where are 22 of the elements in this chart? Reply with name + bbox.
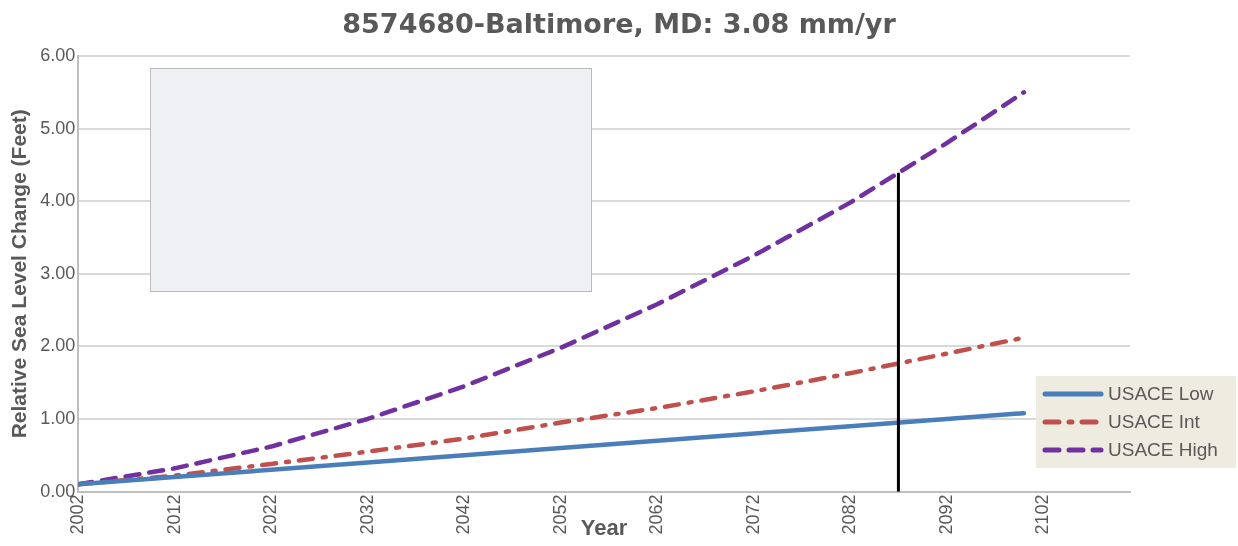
x-axis-title: Year xyxy=(580,514,628,540)
x-tick-label: 2102 xyxy=(1032,494,1053,535)
y-tick-label: 1.00 xyxy=(40,407,76,428)
legend-label: USACE Low xyxy=(1108,383,1214,405)
legend-label: USACE Int xyxy=(1108,411,1200,433)
x-tick-label: 2012 xyxy=(163,494,184,535)
y-tick-label: 2.00 xyxy=(40,335,76,356)
y-tick-label: 4.00 xyxy=(40,190,76,211)
y-axis-title: Relative Sea Level Change (Feet) xyxy=(7,109,31,439)
x-tick-label: 2052 xyxy=(549,494,570,535)
x-tick-label: 2092 xyxy=(935,494,956,535)
y-tick-label: 3.00 xyxy=(40,262,76,283)
x-tick-label: 2032 xyxy=(356,494,377,535)
x-tick-label: 2022 xyxy=(260,494,281,535)
x-tick-label: 2082 xyxy=(839,494,860,535)
legend-label: USACE High xyxy=(1108,439,1218,461)
x-tick-label: 2042 xyxy=(453,494,474,535)
x-tick-label: 2072 xyxy=(742,494,763,535)
y-tick-label: 5.00 xyxy=(40,117,76,138)
chart-title: 8574680-Baltimore, MD: 3.08 mm/yr xyxy=(341,8,897,39)
y-tick-label: 6.00 xyxy=(40,44,76,65)
x-tick-label: 2062 xyxy=(646,494,667,535)
